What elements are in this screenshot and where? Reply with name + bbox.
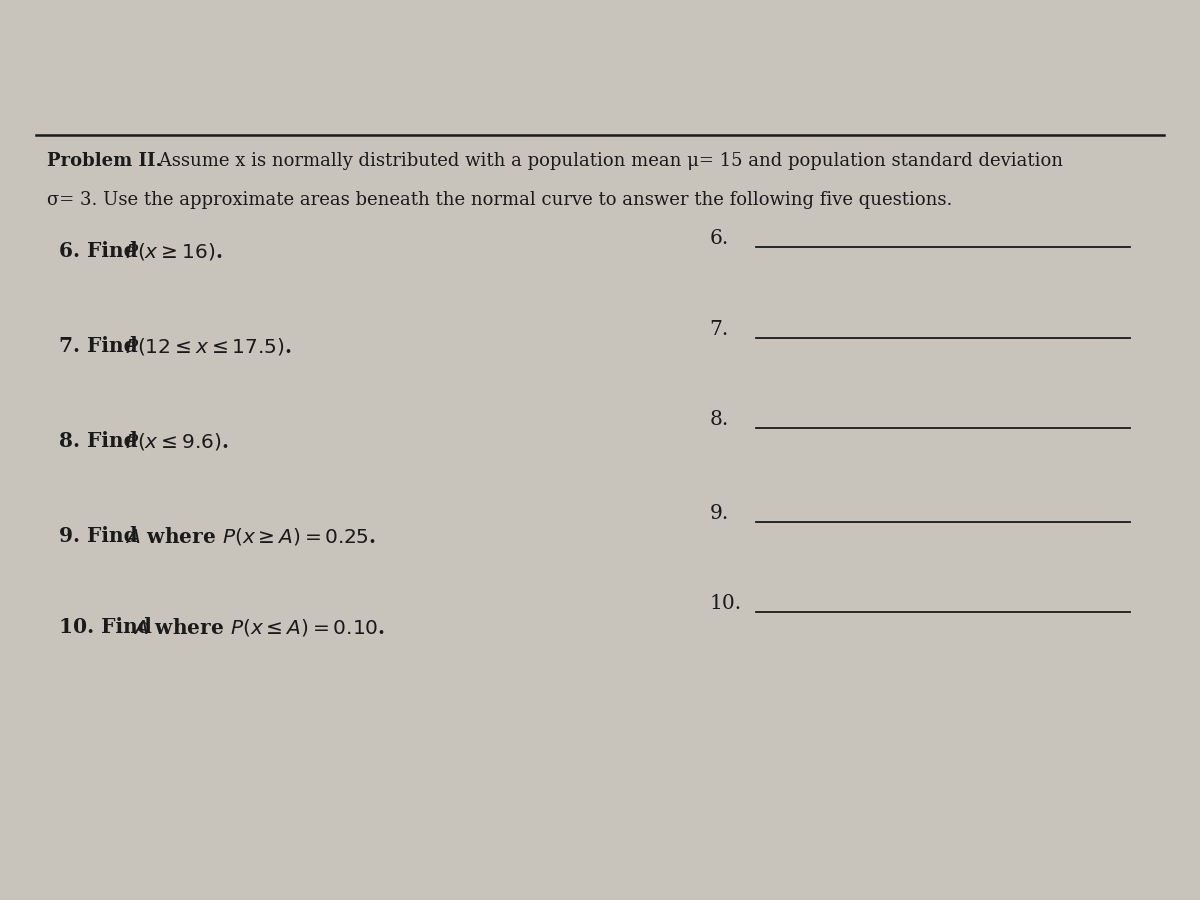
Text: $P(12\leq x\leq17.5)$.: $P(12\leq x\leq17.5)$.: [125, 336, 292, 356]
Text: $P(x\leq9.6)$.: $P(x\leq9.6)$.: [125, 431, 229, 452]
Text: 10.: 10.: [709, 594, 742, 613]
Text: 9. Find: 9. Find: [59, 526, 144, 546]
Text: Problem II.: Problem II.: [47, 152, 162, 170]
Text: σ= 3. Use the approximate areas beneath the normal curve to answer the following: σ= 3. Use the approximate areas beneath …: [47, 191, 953, 209]
Text: 8. Find: 8. Find: [59, 431, 144, 452]
Text: 7.: 7.: [709, 320, 728, 338]
Text: $\mathit{A}$ where $P(x\leq A)=0.10$.: $\mathit{A}$ where $P(x\leq A)=0.10$.: [133, 616, 385, 638]
Text: $\mathit{A}$ where $P(x\geq A)=0.25$.: $\mathit{A}$ where $P(x\geq A)=0.25$.: [125, 526, 376, 547]
Text: 10. Find: 10. Find: [59, 617, 158, 637]
Text: 6.: 6.: [709, 229, 728, 248]
Text: 9.: 9.: [709, 504, 728, 523]
Text: $P(x\geq16)$.: $P(x\geq16)$.: [125, 241, 222, 262]
Text: Assume x is normally distributed with a population mean μ= 15 and population sta: Assume x is normally distributed with a …: [154, 152, 1063, 170]
Text: 8.: 8.: [709, 410, 728, 429]
Text: 6. Find: 6. Find: [59, 241, 144, 261]
Text: 7. Find: 7. Find: [59, 337, 144, 356]
